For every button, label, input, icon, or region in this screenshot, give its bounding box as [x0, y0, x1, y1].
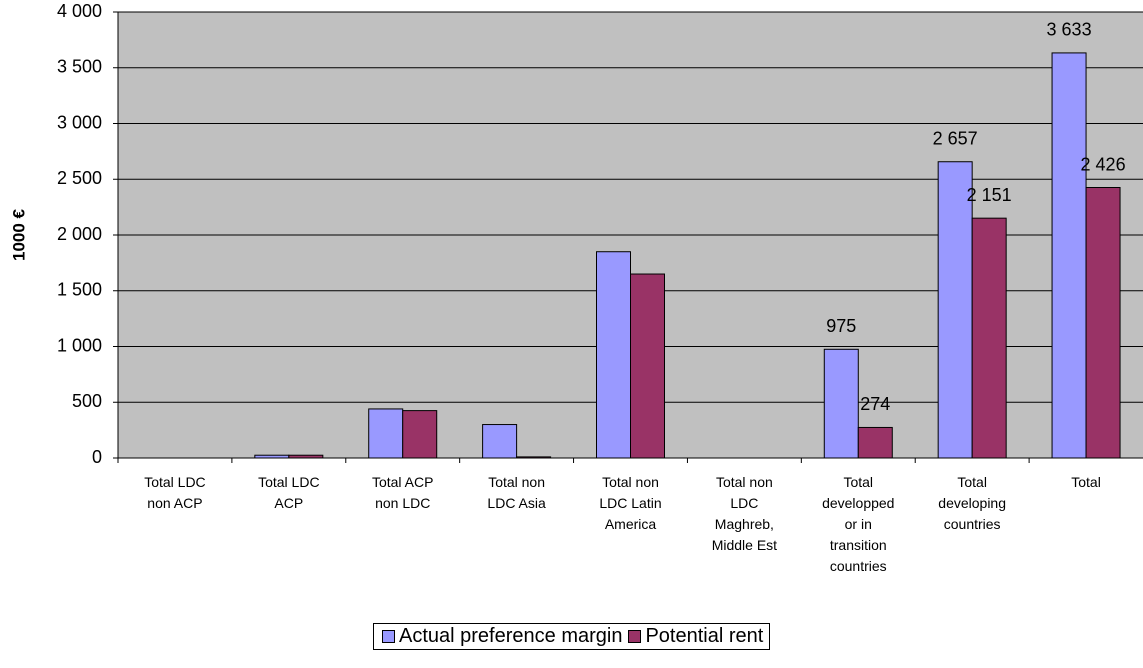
bar	[937, 161, 973, 459]
x-tick-label: Total developing countries	[938, 474, 1007, 532]
data-label: 2 151	[967, 185, 1012, 205]
data-label: 975	[826, 316, 856, 336]
bar	[402, 410, 438, 459]
y-tick-label: 1 000	[57, 335, 102, 355]
y-tick-label: 3 000	[57, 112, 102, 132]
x-tick-label: Total non LDC Latin America	[599, 474, 662, 532]
y-tick-label: 2 000	[57, 224, 102, 244]
bar	[368, 408, 404, 459]
bar	[1085, 187, 1121, 459]
bar	[971, 217, 1007, 459]
y-tick-label: 3 500	[57, 57, 102, 77]
bar	[482, 424, 518, 459]
bar	[630, 273, 665, 459]
x-tick-label: Total non LDC Asia	[487, 474, 546, 511]
legend-label: Potential rent	[645, 625, 764, 647]
x-tick-label: Total LDC ACP	[258, 474, 320, 511]
data-label: 3 633	[1047, 20, 1092, 40]
x-tick-label: Total non LDC Maghreb, Middle Est	[711, 474, 778, 553]
y-axis-label: 1000 €	[9, 208, 28, 261]
legend-swatch	[628, 630, 642, 643]
legend-swatch	[382, 630, 395, 643]
data-label: 2 426	[1081, 154, 1126, 174]
x-tick-label: Total developped or in transition countr…	[822, 474, 895, 574]
bar	[823, 348, 859, 459]
y-tick-label: 500	[72, 391, 102, 411]
data-label: 274	[860, 394, 890, 414]
legend-label: Actual preference margin	[399, 625, 623, 647]
x-tick-label: Total ACP non LDC	[371, 474, 434, 511]
y-tick-label: 4 000	[57, 1, 102, 21]
y-tick-label: 2 500	[57, 168, 102, 188]
y-tick-label: 1 500	[57, 280, 102, 300]
y-tick-label: 0	[92, 447, 102, 467]
legend: Actual preference margin Potential rent	[373, 623, 771, 650]
bar	[1051, 52, 1087, 459]
bar	[857, 426, 893, 459]
x-tick-label: Total LDC non ACP	[144, 474, 206, 511]
x-tick-label: Total	[1071, 474, 1101, 490]
bar	[596, 251, 631, 459]
data-label: 2 657	[933, 128, 978, 148]
